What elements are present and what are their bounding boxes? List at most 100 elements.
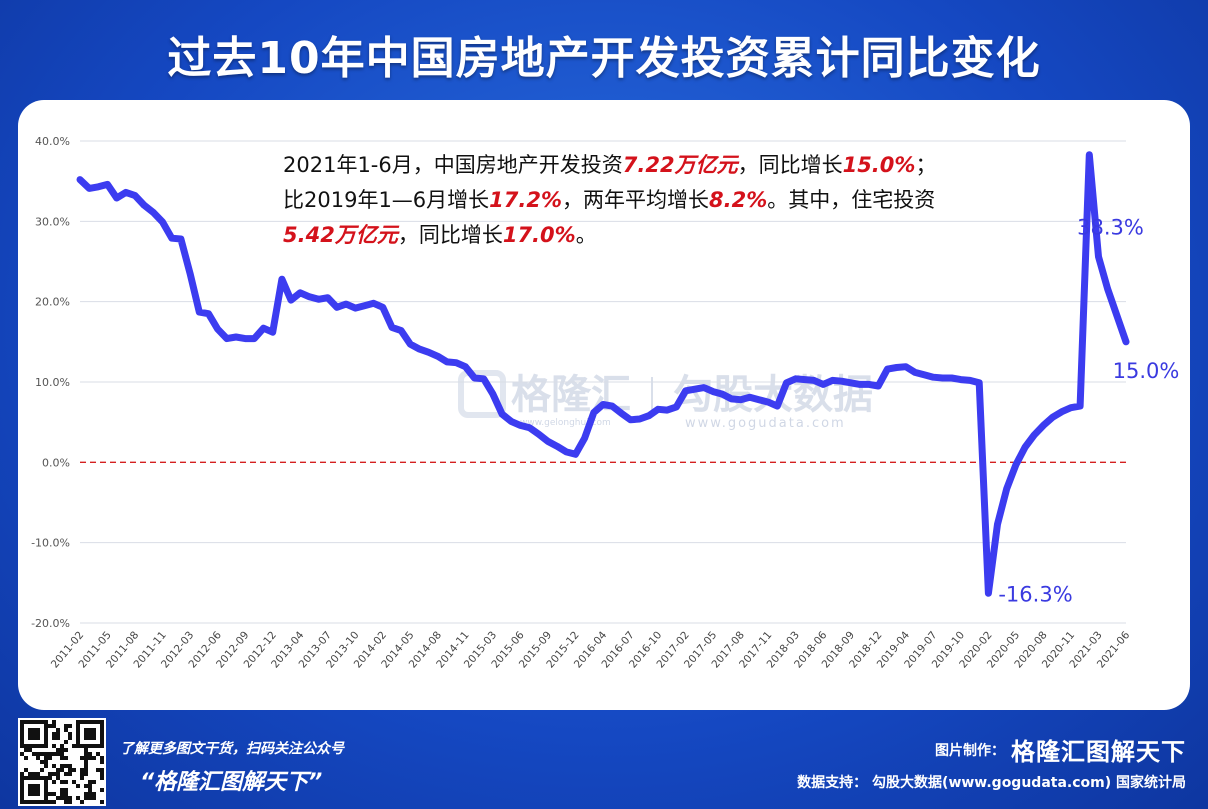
annotation-highlight: 15.0% — [842, 153, 916, 177]
data-point — [151, 210, 155, 214]
data-point — [243, 337, 247, 341]
qr-module — [60, 788, 64, 792]
data-point — [1032, 433, 1036, 437]
qr-module — [88, 780, 92, 784]
qr-module — [84, 732, 88, 736]
qr-module — [36, 732, 40, 736]
data-point — [895, 366, 899, 370]
qr-module — [84, 728, 88, 732]
qr-module — [44, 760, 48, 764]
footer-data-source: 数据支持： 勾股大数据(www.gogudata.com) 国家统计局 — [797, 775, 1186, 791]
annotation-text: 。其中，住宅投资 — [767, 188, 936, 212]
data-point — [904, 365, 908, 369]
qr-module — [48, 756, 52, 760]
data-point — [142, 203, 146, 207]
qr-module — [36, 728, 40, 732]
qr-module — [64, 728, 68, 732]
qr-module — [60, 792, 64, 796]
data-point — [812, 378, 816, 382]
qr-module — [20, 788, 24, 792]
qr-module — [84, 760, 88, 764]
data-point — [417, 347, 421, 351]
qr-module — [96, 744, 100, 748]
qr-module — [36, 744, 40, 748]
line-chart: 40.0%30.0%20.0%10.0%0.0%-10.0%-20.0%2011… — [31, 135, 1179, 671]
qr-module — [60, 768, 64, 772]
qr-module — [68, 736, 72, 740]
data-point — [931, 375, 935, 379]
data-point — [1041, 423, 1045, 427]
qr-module — [28, 744, 32, 748]
data-point — [317, 297, 321, 301]
qr-code-icon[interactable] — [18, 718, 106, 806]
data-point — [188, 272, 192, 276]
qr-module — [80, 800, 84, 804]
footer-cta: 了解更多图文干货，扫码关注公众号 — [120, 741, 344, 757]
qr-module — [28, 788, 32, 792]
qr-module — [36, 776, 40, 780]
qr-module — [36, 720, 40, 724]
qr-module — [36, 784, 40, 788]
qr-module — [20, 796, 24, 800]
qr-module — [44, 788, 48, 792]
data-point — [307, 295, 311, 299]
data-point — [794, 377, 798, 381]
qr-module — [100, 732, 104, 736]
qr-module — [44, 792, 48, 796]
qr-module — [20, 744, 24, 748]
qr-module — [44, 744, 48, 748]
qr-module — [48, 772, 52, 776]
data-point — [757, 398, 761, 402]
data-point — [518, 423, 522, 427]
qr-module — [72, 768, 76, 772]
qr-module — [96, 768, 100, 772]
qr-module — [96, 720, 100, 724]
data-point — [592, 411, 596, 415]
qr-module — [80, 772, 84, 776]
data-point — [702, 386, 706, 390]
qr-module — [32, 788, 36, 792]
footer-account-name: “格隆汇图解天下” — [140, 770, 323, 795]
data-point — [463, 365, 467, 369]
qr-module — [100, 768, 104, 772]
qr-module — [32, 752, 36, 756]
qr-module — [48, 752, 52, 756]
qr-module — [88, 732, 92, 736]
data-point — [390, 325, 394, 329]
data-point — [647, 414, 651, 418]
data-point — [206, 312, 210, 316]
data-point — [959, 378, 963, 382]
qr-module — [52, 772, 56, 776]
qr-module — [84, 792, 88, 796]
qr-module — [28, 772, 32, 776]
data-point — [133, 194, 137, 198]
qr-module — [64, 788, 68, 792]
qr-module — [28, 748, 32, 752]
qr-module — [64, 756, 68, 760]
qr-module — [20, 784, 24, 788]
data-point — [362, 304, 366, 308]
qr-module — [88, 796, 92, 800]
qr-module — [92, 756, 96, 760]
qr-module — [52, 764, 56, 768]
data-point — [225, 337, 229, 341]
qr-module — [36, 772, 40, 776]
data-point — [262, 326, 266, 330]
annotation-highlight: 17.0% — [502, 223, 576, 247]
annotation-text: ； — [915, 153, 937, 177]
data-point — [1069, 406, 1073, 410]
qr-module — [52, 724, 56, 728]
qr-module — [100, 720, 104, 724]
qr-module — [32, 776, 36, 780]
annotation-text: 比2019年1—6月增长 — [283, 188, 490, 212]
qr-module — [80, 776, 84, 780]
qr-module — [76, 732, 80, 736]
qr-module — [100, 736, 104, 740]
qr-module — [84, 720, 88, 724]
qr-module — [44, 720, 48, 724]
y-tick-label: -10.0% — [31, 537, 70, 550]
data-point — [684, 389, 688, 393]
qr-module — [92, 732, 96, 736]
qr-module — [32, 744, 36, 748]
data-point — [537, 432, 541, 436]
